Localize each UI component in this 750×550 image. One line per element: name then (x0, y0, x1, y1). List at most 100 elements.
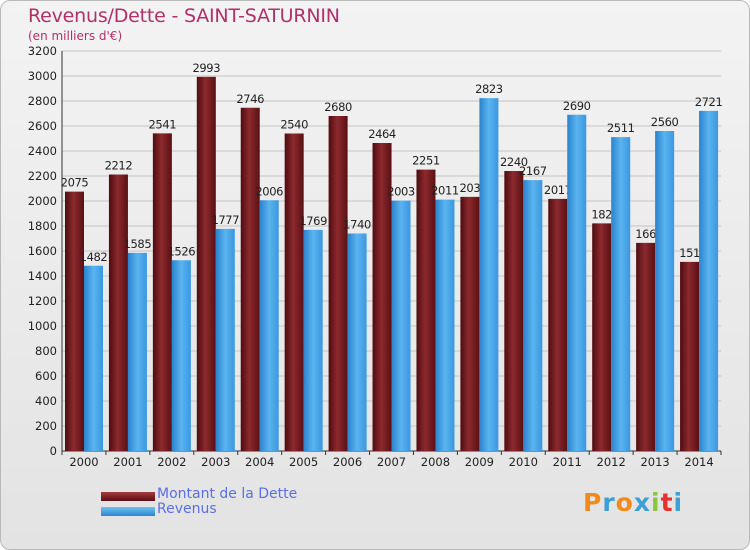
x-tick-label: 2001 (113, 455, 142, 469)
data-label-revenus: 1769 (299, 214, 327, 228)
bar-dette (240, 107, 260, 451)
bar-revenus (391, 200, 411, 451)
y-tick-label: 200 (35, 419, 57, 433)
bar-dette (460, 196, 480, 451)
bar-dette (108, 174, 128, 451)
x-tick-label: 2003 (201, 455, 230, 469)
bar-revenus (611, 137, 631, 451)
x-tick-label: 2011 (553, 455, 582, 469)
data-label-revenus: 1482 (80, 250, 108, 264)
logo-letter: x (633, 488, 651, 517)
data-label-revenus: 2823 (475, 82, 503, 96)
data-label-revenus: 2511 (607, 121, 635, 135)
logo-letter: i (651, 488, 661, 517)
data-label-dette: 151 (679, 246, 700, 260)
y-tick-label: 2600 (28, 119, 57, 133)
bar-dette (592, 223, 612, 451)
y-tick-label: 1600 (28, 244, 57, 258)
y-tick-label: 2800 (28, 94, 57, 108)
data-label-dette: 2540 (280, 118, 308, 132)
logo-letter: o (615, 488, 634, 517)
bar-revenus (523, 180, 543, 451)
x-tick-label: 2012 (597, 455, 626, 469)
data-label-dette: 2075 (61, 176, 89, 190)
x-tick-label: 2006 (333, 455, 362, 469)
data-label-dette: 2993 (192, 61, 220, 75)
y-tick-label: 2200 (28, 169, 57, 183)
bar-dette (328, 116, 348, 451)
data-label-revenus: 2721 (695, 95, 723, 109)
data-label-dette: 203 (460, 181, 481, 195)
data-label-dette: 2746 (236, 92, 264, 106)
y-tick-label: 400 (35, 394, 57, 408)
bar-revenus (655, 131, 675, 451)
bar-revenus (699, 110, 719, 451)
y-tick-label: 3200 (28, 44, 57, 58)
y-tick-label: 1400 (28, 269, 57, 283)
logo-letter: r (602, 488, 616, 517)
data-label-dette: 2017 (544, 183, 572, 197)
y-tick-label: 1200 (28, 294, 57, 308)
chart-subtitle: (en milliers d'€) (28, 29, 123, 43)
bar-dette (152, 133, 172, 451)
data-label-revenus: 1740 (343, 218, 371, 232)
x-tick-label: 2010 (509, 455, 538, 469)
data-label-dette: 166 (635, 227, 656, 241)
data-label-revenus: 2167 (519, 164, 547, 178)
data-label-revenus: 1585 (124, 237, 152, 251)
proxiti-logo: Proxiti (583, 488, 683, 517)
bar-revenus (347, 233, 367, 451)
x-tick-label: 2005 (289, 455, 318, 469)
data-label-revenus: 2011 (431, 184, 459, 198)
bar-dette (416, 169, 436, 451)
bar-dette (372, 143, 392, 451)
chart-title: Revenus/Dette - SAINT-SATURNIN (28, 5, 340, 27)
y-tick-label: 2000 (28, 194, 57, 208)
data-label-revenus: 2003 (387, 185, 415, 199)
data-label-dette: 2541 (149, 117, 177, 131)
legend-swatch-revenus (101, 507, 155, 516)
bar-dette (548, 198, 568, 451)
x-tick-label: 2000 (69, 455, 98, 469)
bar-dette (196, 76, 216, 451)
data-label-revenus: 1777 (211, 213, 239, 227)
x-tick-label: 2013 (640, 455, 669, 469)
data-label-dette: 2680 (324, 100, 352, 114)
bar-revenus (435, 199, 455, 451)
bar-dette (680, 261, 700, 451)
y-tick-label: 0 (50, 444, 57, 458)
logo-letter: P (583, 488, 603, 517)
bar-revenus (479, 98, 499, 451)
x-tick-label: 2007 (377, 455, 406, 469)
bar-dette (636, 242, 656, 451)
y-tick-label: 800 (35, 344, 57, 358)
bar-revenus (84, 265, 103, 451)
bar-dette (284, 133, 304, 451)
bar-revenus (567, 114, 587, 451)
x-tick-label: 2004 (245, 455, 274, 469)
y-tick-label: 3000 (28, 69, 57, 83)
data-label-dette: 2464 (368, 127, 396, 141)
legend-label-dette: Montant de la Dette (157, 486, 298, 502)
bar-revenus (259, 200, 279, 451)
data-label-revenus: 2006 (255, 184, 283, 198)
x-tick-label: 2014 (684, 455, 713, 469)
bar-dette (504, 171, 524, 451)
y-tick-label: 600 (35, 369, 57, 383)
legend-swatch-dette (101, 492, 155, 501)
bar-revenus (215, 228, 235, 451)
legend-label-revenus: Revenus (157, 501, 217, 517)
logo-letter: t (660, 488, 674, 517)
data-label-revenus: 2690 (563, 99, 591, 113)
x-tick-label: 2008 (421, 455, 450, 469)
bar-revenus (303, 229, 323, 451)
data-label-revenus: 1526 (168, 244, 196, 258)
data-label-dette: 182 (591, 207, 612, 221)
bar-dette (65, 191, 84, 451)
y-tick-label: 1800 (28, 219, 57, 233)
y-tick-label: 2400 (28, 144, 57, 158)
data-label-dette: 2212 (105, 159, 133, 173)
data-label-dette: 2240 (500, 155, 528, 169)
